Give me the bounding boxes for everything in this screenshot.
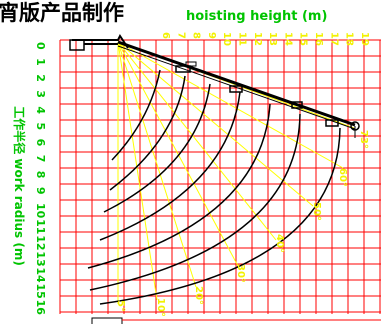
- working-range-curves: [87, 69, 341, 305]
- range-curve: [109, 75, 186, 191]
- angle-line-40: [117, 41, 277, 241]
- crane-boom: [69, 34, 360, 138]
- x-tick-label: 12: [252, 32, 263, 46]
- angle-label-20: 20°: [193, 286, 204, 305]
- y-tick-label: 6: [34, 139, 47, 147]
- x-tick-label: 17: [328, 32, 339, 46]
- x-tick-label: 19: [359, 32, 370, 46]
- angle-label-30: 30°: [235, 264, 246, 283]
- y-tick-label: 13: [34, 251, 47, 266]
- x-tick-label: 18: [344, 32, 355, 46]
- angle-line-50: [117, 41, 314, 207]
- range-curve: [99, 127, 341, 305]
- range-curve: [103, 83, 211, 213]
- y-tick-label: 2: [34, 74, 47, 82]
- angle-label-50: 50°: [311, 202, 322, 221]
- y-tick-label: 9: [34, 187, 47, 195]
- angle-label-60: 60°: [337, 168, 348, 187]
- x-tick-label: 6: [160, 32, 171, 39]
- x-tick-label: 8: [191, 32, 202, 39]
- x-tick-label: 10: [221, 32, 232, 46]
- y-tick-label: 7: [34, 155, 47, 163]
- angle-line-10: [117, 41, 158, 301]
- x-tick-label: 7: [175, 32, 186, 39]
- y-tick-label: 1: [34, 58, 47, 66]
- y-tick-label: 14: [34, 267, 47, 283]
- y-tick-label: 10: [34, 203, 47, 219]
- x-tick-label: 14: [282, 32, 293, 46]
- x-tick-label: 9: [206, 32, 217, 39]
- x-tick-label: 13: [267, 32, 278, 46]
- range-curve: [99, 91, 241, 241]
- y-tick-label: 5: [34, 123, 47, 131]
- angle-label-5: 5°: [115, 300, 126, 312]
- y-tick-label: 11: [34, 219, 47, 234]
- angle-line-20: [117, 41, 197, 288]
- range-curve: [87, 103, 271, 269]
- y-axis-label: 工作半径 work radius (m): [12, 106, 27, 266]
- x-tick-label: 15: [298, 32, 309, 46]
- angle-line-60: [117, 41, 344, 169]
- angle-labels: 73° 60° 50° 40° 30° 20° 10° 5°: [115, 130, 369, 317]
- chart-title: 宵版产品制作: [0, 1, 124, 25]
- y-tick-label: 16: [34, 300, 47, 316]
- y-tick-label: 4: [34, 106, 47, 114]
- y-tick-label: 12: [34, 235, 47, 250]
- x-tick-label: 16: [313, 32, 324, 46]
- y-tick-label: 0: [34, 42, 47, 50]
- x-axis-label: hoisting height (m): [186, 9, 327, 24]
- crane-base: [91, 317, 123, 324]
- y-tick-label: 15: [34, 284, 47, 299]
- angle-label-73: 73°: [358, 130, 369, 149]
- x-tick-labels: 6 7 8 9 10 11 12 13 14 15 16 17 18 19: [160, 32, 370, 46]
- x-tick-label: 11: [237, 32, 248, 46]
- angle-line-30: [117, 41, 239, 267]
- range-curve: [111, 69, 161, 161]
- angle-label-40: 40°: [274, 234, 285, 253]
- grid: [59, 39, 381, 314]
- angle-label-10: 10°: [155, 298, 166, 317]
- y-tick-label: 3: [34, 90, 47, 98]
- range-curve: [89, 113, 301, 291]
- y-tick-label: 8: [34, 171, 47, 179]
